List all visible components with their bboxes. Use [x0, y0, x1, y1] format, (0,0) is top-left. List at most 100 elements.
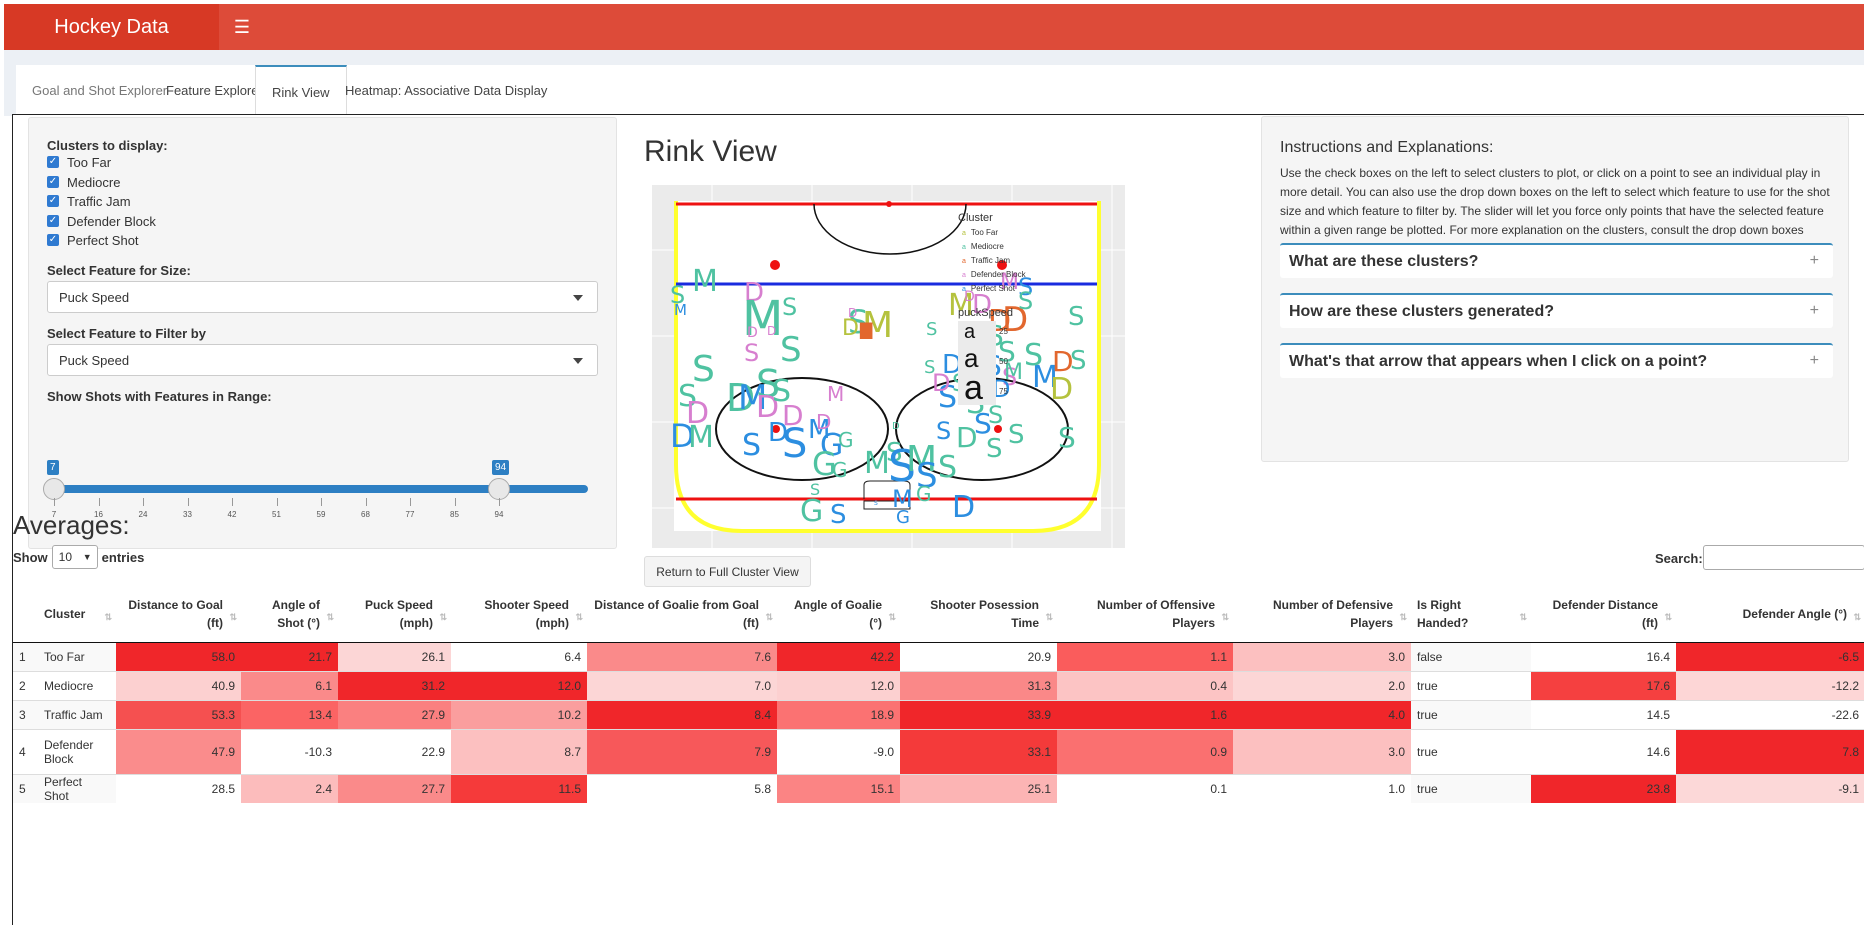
- range-slider-max-handle[interactable]: [488, 478, 510, 500]
- legend-swatch: a: [962, 258, 966, 265]
- sort-icon[interactable]: ⇅: [1664, 612, 1672, 622]
- accordion-arrow-explained[interactable]: What's that arrow that appears when I cl…: [1280, 343, 1833, 378]
- sort-icon[interactable]: ⇅: [439, 612, 447, 622]
- plus-icon[interactable]: +: [1809, 352, 1819, 369]
- table-cell: 16.4: [1531, 641, 1676, 671]
- app-brand[interactable]: Hockey Data: [4, 4, 219, 50]
- table-cell: 11.5: [451, 773, 587, 803]
- svg-text:S: S: [1024, 338, 1043, 373]
- column-header[interactable]: Distance of Goalie from Goal (ft) ⇅: [587, 586, 777, 643]
- column-header-label: Shooter Posession Time: [930, 597, 1039, 630]
- tab-heatmap[interactable]: Heatmap: Associative Data Display: [345, 83, 548, 98]
- tab-goal-and-shot-explorer[interactable]: Goal and Shot Explorer: [32, 83, 168, 98]
- table-row[interactable]: 3 Traffic Jam 53.3 13.4 27.9 10.2 8.4 18.9 33.9 1…: [13, 699, 1864, 729]
- accordion-what-clusters[interactable]: What are these clusters? +: [1280, 243, 1833, 278]
- check-icon[interactable]: ✓: [47, 195, 59, 207]
- entries-select[interactable]: 10 ▼: [51, 545, 98, 569]
- slider-tick: [321, 498, 322, 506]
- check-icon[interactable]: ✓: [47, 176, 59, 188]
- legend-item: a Mediocre: [962, 242, 1004, 251]
- svg-text:S: S: [830, 500, 847, 530]
- check-icon[interactable]: ✓: [47, 156, 59, 168]
- check-icon[interactable]: ✓: [47, 215, 59, 227]
- column-header[interactable]: [13, 586, 38, 643]
- column-header[interactable]: Number of Defensive Players ⇅: [1233, 586, 1411, 643]
- plus-icon[interactable]: +: [1809, 302, 1819, 319]
- tab-feature-explorer[interactable]: Feature Explorer: [166, 83, 263, 98]
- tab-strip: Goal and Shot Explorer Feature Explorer …: [16, 65, 1864, 117]
- table-row[interactable]: 2 Mediocre 40.9 6.1 31.2 12.0 7.0 12.0 31.3 0.4 2.…: [13, 670, 1864, 700]
- column-header[interactable]: Is Right Handed? ⇅: [1411, 586, 1531, 643]
- column-header[interactable]: Defender Angle (°) ⇅: [1676, 586, 1864, 643]
- column-header[interactable]: Distance to Goal (ft) ⇅: [116, 586, 241, 643]
- sort-icon[interactable]: ⇅: [1221, 612, 1229, 622]
- sort-icon[interactable]: ⇅: [1045, 612, 1053, 622]
- checkbox-too-far[interactable]: ✓ Too Far: [47, 154, 112, 170]
- checkbox-defender-block[interactable]: ✓ Defender Block: [47, 213, 156, 229]
- svg-text:D: D: [1052, 345, 1074, 378]
- svg-text:G: G: [896, 507, 910, 528]
- size-feature-select[interactable]: Puck Speed: [47, 281, 598, 313]
- table-row[interactable]: 4 Defender Block 47.9 -10.3 22.9 8.7 7.9 -9.0 33…: [13, 728, 1864, 774]
- range-slider-min-handle[interactable]: [43, 478, 65, 500]
- sort-icon[interactable]: ⇅: [104, 612, 112, 622]
- table-row[interactable]: 5 Perfect Shot 28.5 2.4 27.7 11.5 5.8 15.1 25.1 0…: [13, 773, 1864, 803]
- sort-icon[interactable]: ⇅: [1519, 612, 1527, 622]
- table-cell: 12.0: [451, 670, 587, 700]
- svg-text:S: S: [782, 421, 807, 467]
- svg-text:M: M: [1032, 360, 1058, 395]
- filter-feature-select[interactable]: Puck Speed: [47, 344, 598, 376]
- sort-icon[interactable]: ⇅: [1853, 612, 1861, 622]
- return-full-cluster-button[interactable]: Return to Full Cluster View: [644, 556, 811, 587]
- table-row[interactable]: 1 Too Far 58.0 21.7 26.1 6.4 7.6 42.2 20.9 1.1 3.0…: [13, 641, 1864, 671]
- boards-outline: [674, 201, 1101, 533]
- range-slider-bar[interactable]: [57, 485, 588, 493]
- table-cell: -9.1: [1676, 773, 1864, 803]
- table-cell: 53.3: [116, 699, 241, 729]
- sort-icon[interactable]: ⇅: [1399, 612, 1407, 622]
- table-cell: 0.9: [1057, 728, 1233, 774]
- table-cell: 1.0: [1233, 773, 1411, 803]
- svg-text:D: D: [952, 490, 975, 525]
- svg-text:D: D: [756, 390, 779, 425]
- table-cell: 4.0: [1233, 699, 1411, 729]
- table-cell: 14.6: [1531, 728, 1676, 774]
- sort-icon[interactable]: ⇅: [575, 612, 583, 622]
- search-input[interactable]: [1703, 545, 1864, 570]
- size-legend-glyph: a: [964, 343, 979, 373]
- column-header[interactable]: Angle of Goalie (°) ⇅: [777, 586, 900, 643]
- column-header[interactable]: Defender Distance (ft) ⇅: [1531, 586, 1676, 643]
- checkbox-perfect-shot[interactable]: ✓ Perfect Shot: [47, 232, 139, 248]
- sort-icon[interactable]: ⇅: [229, 612, 237, 622]
- range-max-badge: 94: [492, 460, 510, 475]
- legend-label: Too Far: [970, 228, 999, 237]
- slider-tick-label: 85: [450, 510, 459, 519]
- column-header[interactable]: Angle of Shot (°) ⇅: [241, 586, 338, 643]
- legend-item: a Traffic Jam: [962, 256, 1010, 265]
- accordion-how-generated[interactable]: How are these clusters generated? +: [1280, 293, 1833, 328]
- svg-text:S: S: [744, 339, 759, 367]
- slider-tick-label: 51: [272, 510, 281, 519]
- column-header[interactable]: Puck Speed (mph) ⇅: [338, 586, 451, 643]
- sidebar-toggle-icon[interactable]: ☰: [233, 16, 251, 37]
- sort-icon[interactable]: ⇅: [765, 612, 773, 622]
- plus-icon[interactable]: +: [1809, 252, 1819, 269]
- column-header-label: Defender Angle (°): [1742, 606, 1847, 621]
- filter-feature-label: Select Feature to Filter by: [47, 326, 206, 341]
- sort-icon[interactable]: ⇅: [326, 612, 334, 622]
- tabs-area: Goal and Shot Explorer Feature Explorer …: [4, 50, 1864, 117]
- checkbox-mediocre[interactable]: ✓ Mediocre: [47, 174, 121, 190]
- check-icon[interactable]: ✓: [47, 234, 59, 246]
- tab-rink-view[interactable]: Rink View: [255, 65, 347, 117]
- table-cell: 7.0: [587, 670, 777, 700]
- sort-icon[interactable]: ⇅: [888, 612, 896, 622]
- column-header[interactable]: Shooter Posession Time ⇅: [900, 586, 1057, 643]
- column-header[interactable]: Number of Offensive Players ⇅: [1057, 586, 1233, 643]
- checkbox-traffic-jam[interactable]: ✓ Traffic Jam: [47, 193, 131, 209]
- slider-tick: [187, 498, 189, 506]
- rink-svg[interactable]: S MM DMS D DS SSS DDM DMS DSD DS S MDM GGS …: [652, 185, 1125, 548]
- column-header[interactable]: Shooter Speed (mph) ⇅: [451, 586, 587, 643]
- table-cell: -22.6: [1676, 699, 1864, 729]
- column-header[interactable]: Cluster ⇅: [38, 586, 116, 643]
